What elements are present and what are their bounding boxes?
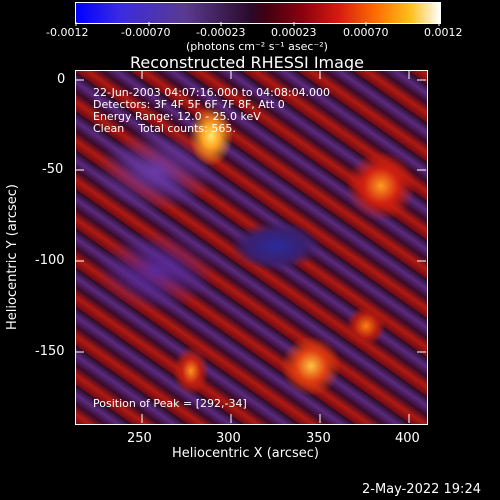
- info-line-1: 22-Jun-2003 04:07:16.000 to 04:08:04.000: [93, 86, 331, 99]
- colorbar-tick-4: 0.00070: [343, 26, 389, 39]
- xtick-400: 400: [395, 431, 420, 446]
- colorbar-tick-5: 0.0012: [424, 26, 463, 39]
- ytick-minus-100: -100: [35, 253, 65, 268]
- colorbar-tick-3: 0.00023: [271, 26, 317, 39]
- peak-position: Position of Peak = [292,-34]: [93, 397, 247, 410]
- xtick-250: 250: [127, 431, 152, 446]
- colorbar: [75, 2, 441, 24]
- colorbar-unit-label: (photons cm⁻² s⁻¹ asec⁻²): [186, 40, 328, 53]
- plot-title: Reconstructed RHESSI Image: [130, 53, 364, 72]
- info-line-3: Energy Range: 12.0 - 25.0 keV: [93, 110, 261, 123]
- colorbar-tick-1: -0.00070: [121, 26, 171, 39]
- ytick-minus-150: -150: [35, 344, 65, 359]
- y-axis-title: Heliocentric Y (arcsec): [5, 184, 20, 330]
- footer-timestamp: 2-May-2022 19:24: [362, 482, 481, 497]
- ytick-0: 0: [57, 72, 66, 87]
- ytick-minus-50: -50: [42, 162, 64, 177]
- info-line-4: Clean Total counts: 565.: [93, 122, 236, 135]
- info-line-2: Detectors: 3F 4F 5F 6F 7F 8F, Att 0: [93, 98, 285, 111]
- xtick-300: 300: [216, 431, 241, 446]
- image-panel: [75, 70, 428, 425]
- colorbar-ticks: [75, 22, 440, 26]
- xtick-350: 350: [306, 431, 331, 446]
- x-axis-title: Heliocentric X (arcsec): [172, 446, 319, 461]
- colorbar-tick-2: -0.00023: [196, 26, 246, 39]
- colorbar-tick-0: -0.0012: [46, 26, 89, 39]
